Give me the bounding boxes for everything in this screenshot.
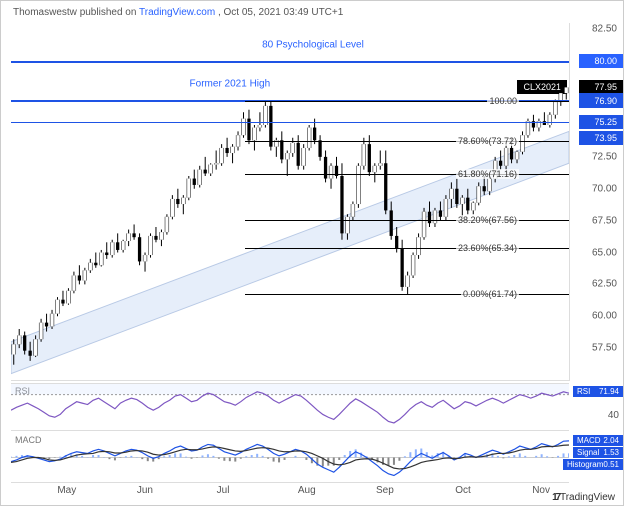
rsi-value-badge: RSI71.94 (573, 386, 623, 397)
y-tick: 70.00 (592, 183, 617, 194)
y-tick: 72.50 (592, 151, 617, 162)
x-tick: Nov (532, 485, 550, 496)
x-tick: May (57, 485, 76, 496)
publish-date: Oct 05, 2021 03:49 UTC+1 (224, 7, 344, 18)
x-tick: Jul (217, 485, 230, 496)
macd-badge: Histogram0.51 (563, 459, 623, 470)
y-tick: 60.00 (592, 311, 617, 322)
price-badge: 80.00 (579, 54, 623, 68)
fib-label: 100.00 (487, 96, 519, 106)
annotation-text[interactable]: 80 Psychological Level (262, 39, 364, 50)
y-tick: 62.50 (592, 279, 617, 290)
price-badge: 75.25 (579, 115, 623, 129)
rsi-pane[interactable]: RSI RSI71.9440 (11, 383, 569, 431)
macd-pane[interactable]: MACD MACD2.04Signal1.53Histogram0.51 (11, 433, 569, 483)
fib-line[interactable] (245, 101, 569, 102)
macd-badge: Signal1.53 (573, 447, 623, 458)
price-axis[interactable]: 57.5060.0062.5065.0067.5070.0072.5075.00… (569, 23, 623, 381)
chart-container: Thomaswestw published on TradingView.com… (0, 0, 624, 506)
fib-label: 78.60%(73.72) (456, 136, 519, 146)
y-tick: 82.50 (592, 24, 617, 35)
footer-logo[interactable]: TradingView (552, 492, 615, 503)
annotation-text[interactable]: Former 2021 High (190, 79, 271, 90)
fib-line[interactable] (245, 294, 569, 295)
author: Thomaswestw (13, 7, 77, 18)
fib-line[interactable] (245, 141, 569, 142)
fib-label: 0.00%(61.74) (461, 289, 519, 299)
price-badge: 73.95 (579, 131, 623, 145)
fib-label: 23.60%(65.34) (456, 243, 519, 253)
price-badge: 76.90 (579, 94, 623, 108)
x-tick: Oct (455, 485, 471, 496)
fib-label: 38.20%(67.56) (456, 215, 519, 225)
horizontal-line[interactable] (11, 122, 569, 123)
y-tick: 67.50 (592, 215, 617, 226)
time-axis[interactable]: May Jun Jul Aug Sep Oct Nov (11, 485, 569, 501)
fib-label: 61.80%(71.16) (456, 169, 519, 179)
x-tick: Sep (376, 485, 394, 496)
fib-line[interactable] (245, 220, 569, 221)
y-tick: 57.50 (592, 343, 617, 354)
horizontal-line[interactable] (11, 61, 569, 63)
fib-line[interactable] (245, 174, 569, 175)
price-chart[interactable]: CLX2021100.0078.60%(73.72)61.80%(71.16)3… (11, 23, 569, 381)
fib-line[interactable] (245, 248, 569, 249)
x-tick: Jun (137, 485, 153, 496)
chart-header: Thomaswestw published on TradingView.com… (13, 7, 343, 18)
source-link[interactable]: TradingView.com (139, 7, 215, 18)
rsi-tick: 40 (608, 410, 619, 421)
y-tick: 65.00 (592, 247, 617, 258)
header-text-1: published on (80, 7, 139, 18)
x-tick: Aug (298, 485, 316, 496)
macd-badge: MACD2.04 (573, 435, 623, 446)
